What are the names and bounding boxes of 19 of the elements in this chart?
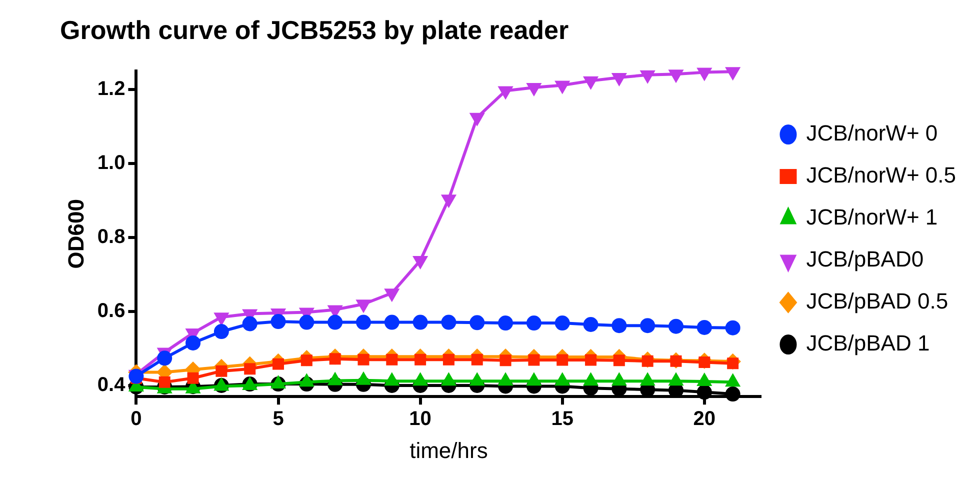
y-tick-label: 0.8 xyxy=(97,226,126,248)
legend-label: JCB/pBAD 0.5 xyxy=(806,288,948,314)
legend-label: JCB/norW+ 0 xyxy=(806,120,938,146)
legend-label: JCB/norW+ 1 xyxy=(806,204,938,230)
x-tick-label: 20 xyxy=(693,408,716,430)
x-axis-title: time/hrs xyxy=(410,438,488,463)
x-tick-label: 10 xyxy=(409,408,432,430)
chart-title: Growth curve of JCB5253 by plate reader xyxy=(60,14,569,45)
y-tick-label: 0.6 xyxy=(97,300,126,322)
y-tick-label: 0.4 xyxy=(97,374,126,396)
x-tick-label: 0 xyxy=(130,408,142,430)
legend-label: JCB/pBAD 1 xyxy=(806,330,930,356)
x-tick-label: 5 xyxy=(272,408,284,430)
x-tick-label: 15 xyxy=(551,408,574,430)
legend-label: JCB/norW+ 0.5 xyxy=(806,162,956,188)
legend-label: JCB/pBAD0 xyxy=(806,246,924,272)
y-tick-label: 1.0 xyxy=(97,152,126,174)
y-axis-title: OD600 xyxy=(63,199,88,269)
y-tick-label: 1.2 xyxy=(97,78,126,100)
